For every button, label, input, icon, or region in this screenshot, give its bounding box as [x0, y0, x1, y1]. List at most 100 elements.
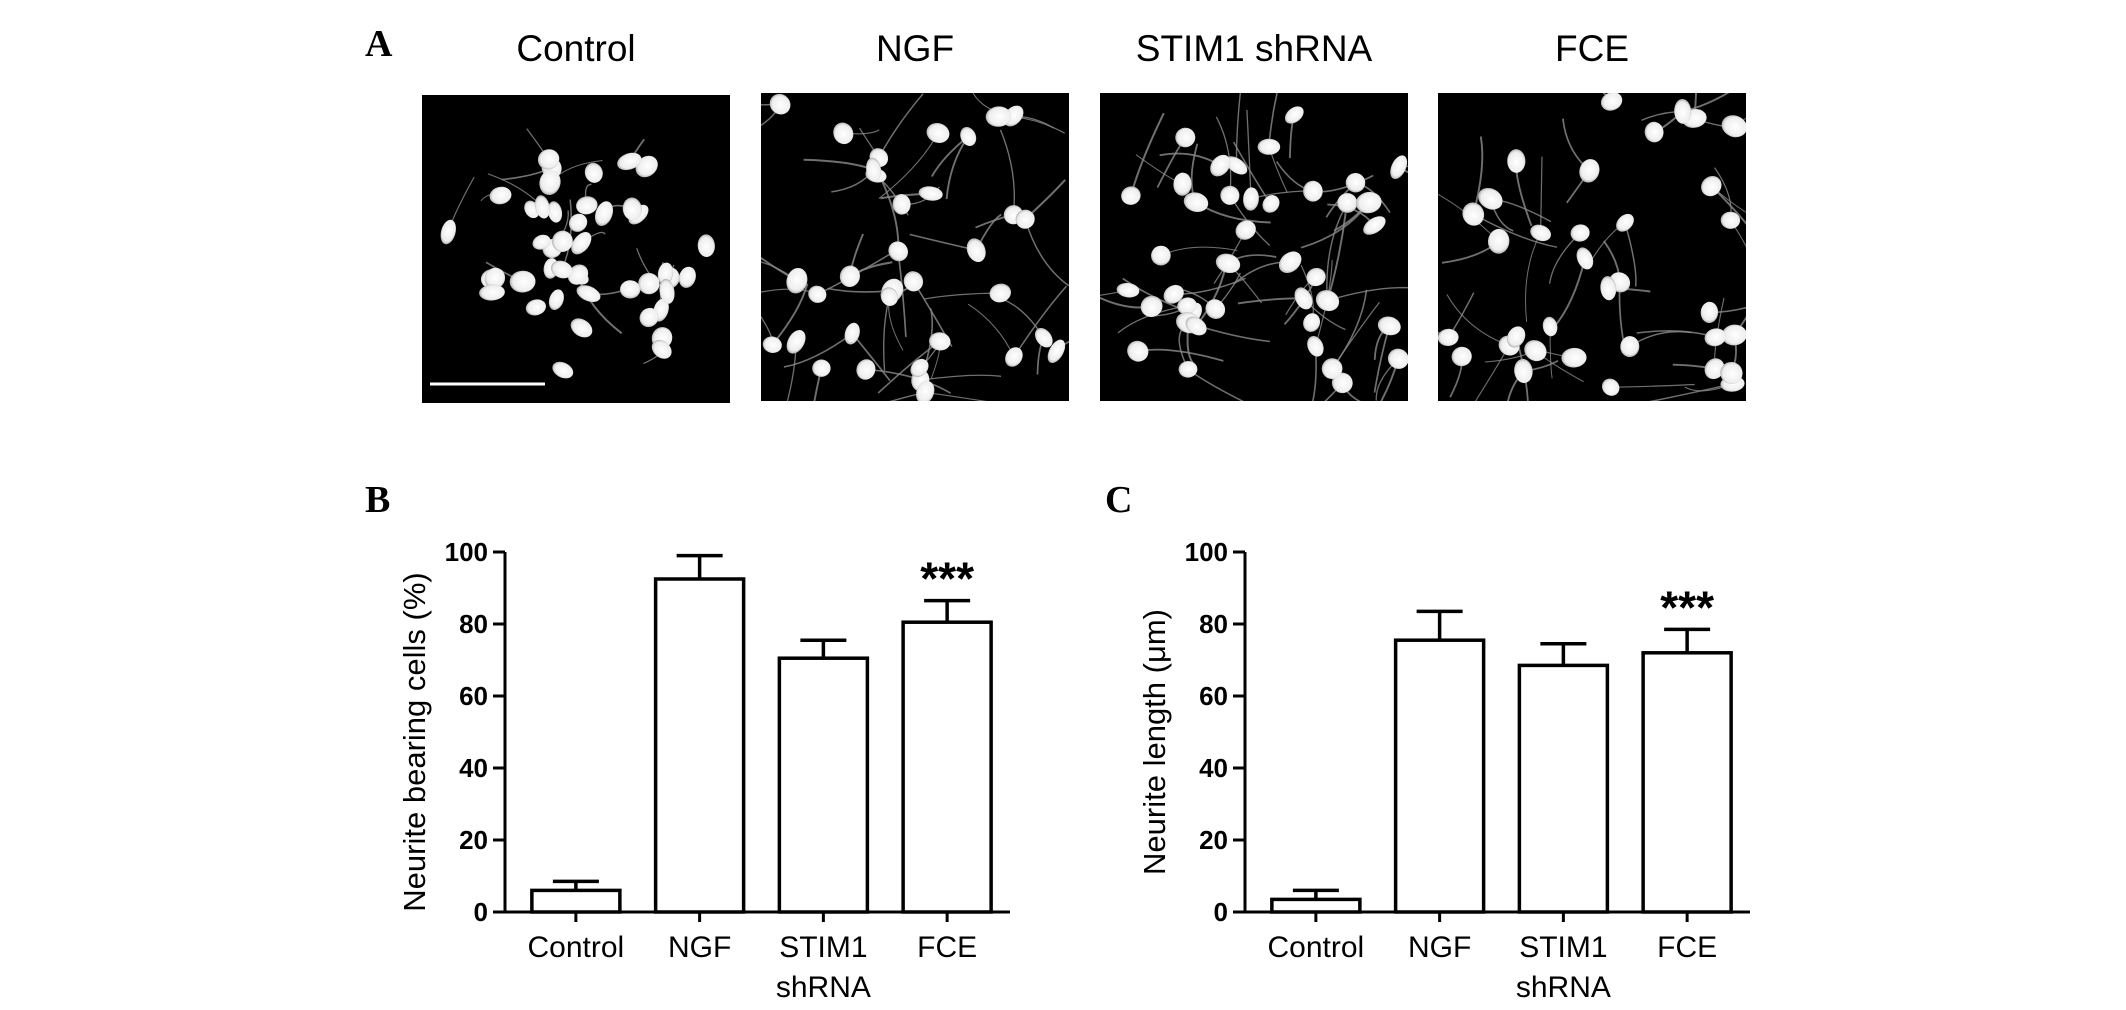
cell-body — [635, 155, 658, 178]
cell-body — [1151, 245, 1171, 266]
x-tick-label: NGF — [1408, 931, 1471, 964]
x-tick-label: FCE — [917, 931, 977, 964]
cell-body — [525, 299, 546, 316]
cell-body — [1220, 185, 1240, 205]
micrograph-stim1-shrna-image — [1100, 93, 1408, 401]
cell-body — [479, 284, 505, 301]
cell-body — [1303, 180, 1323, 202]
cell-body — [1514, 358, 1533, 384]
micrograph-ngf-image — [761, 93, 1069, 401]
cell-body — [1315, 290, 1340, 312]
cell-body — [1700, 301, 1719, 323]
y-tick-label: 40 — [1199, 753, 1228, 783]
cell-body — [1175, 127, 1196, 148]
cell-body — [786, 330, 806, 354]
cell-body — [856, 359, 876, 380]
cell-body — [576, 196, 598, 215]
cell-body — [1387, 348, 1408, 369]
cell-body — [1047, 339, 1066, 363]
y-tick-label: 40 — [459, 753, 488, 783]
bar-control — [1270, 897, 1362, 914]
bar-stim1-shrna — [777, 656, 870, 914]
cell-body — [571, 232, 592, 255]
cell-body — [552, 361, 574, 379]
cell-body — [1524, 340, 1547, 362]
cell-body — [547, 201, 563, 223]
cell-body — [1215, 253, 1241, 274]
cell-body — [1140, 295, 1163, 317]
cell-body — [1579, 159, 1600, 183]
bar-ngf — [1393, 638, 1486, 914]
cell-body — [808, 285, 827, 303]
cell-body — [762, 336, 782, 353]
cell-body — [1720, 211, 1741, 229]
chart-c-neurite-length: 0 20 40 60 80 100 Neurite length (μm) Control NG… — [1137, 537, 1750, 1004]
cell-body — [1116, 282, 1140, 298]
cell-body — [1704, 328, 1726, 347]
panel-letter-a: A — [365, 23, 393, 65]
cell-body — [537, 149, 560, 170]
cell-body — [697, 234, 715, 257]
cell-body — [1721, 324, 1746, 346]
cell-body — [534, 195, 550, 219]
cell-body — [1561, 347, 1587, 368]
cell-body — [892, 194, 911, 215]
cell-body — [1506, 326, 1526, 348]
cell-body — [1570, 224, 1590, 242]
cell-body — [1377, 316, 1401, 336]
cell-bodies — [1116, 106, 1408, 394]
cell-body — [786, 267, 808, 294]
cell-bodies — [762, 93, 1066, 401]
cell-body — [1487, 228, 1510, 254]
cell-body — [985, 106, 1012, 127]
micrograph-fce-image — [1438, 93, 1746, 401]
cell-body — [532, 234, 551, 250]
cell-body — [594, 201, 614, 226]
cell-body — [866, 157, 882, 182]
cell-body — [489, 186, 512, 205]
cell-body — [1438, 328, 1459, 347]
cell-body — [1306, 267, 1326, 287]
cell-body — [1294, 287, 1313, 310]
y-tick-label: 0 — [1214, 897, 1228, 927]
y-tick-label: 80 — [459, 609, 488, 639]
y-axis-label: Neurite length (μm) — [1137, 609, 1172, 875]
x-tick-label: Control — [528, 931, 625, 964]
cell-body — [617, 152, 642, 171]
micrograph-title-fce: FCE — [1555, 28, 1629, 69]
bar-fce — [901, 620, 993, 914]
cell-body — [1620, 336, 1640, 358]
cell-body — [1530, 224, 1551, 242]
cell-body — [1034, 327, 1053, 348]
significance-annotation: *** — [920, 553, 974, 605]
panel-letter-c: C — [1105, 479, 1133, 521]
y-tick-label: 60 — [459, 681, 488, 711]
cell-body — [960, 127, 977, 146]
cell-bodies — [440, 149, 715, 379]
micrograph-fce — [1438, 93, 1746, 401]
cell-body — [1390, 155, 1408, 180]
cell-body — [1616, 213, 1634, 232]
cell-body — [880, 287, 899, 306]
cell-body — [567, 264, 589, 285]
cell-body — [1303, 313, 1321, 332]
y-tick-label: 80 — [1199, 609, 1228, 639]
cell-body — [1243, 187, 1259, 211]
cell-body — [551, 230, 573, 252]
bar-ngf — [653, 577, 746, 914]
cell-body — [620, 280, 641, 299]
x-tick-label: Control — [1268, 931, 1365, 964]
cell-body — [966, 238, 986, 263]
cell-body — [1331, 372, 1353, 394]
bar-stim1-shrna — [1517, 663, 1610, 914]
cell-body — [1005, 347, 1023, 367]
x-tick-label: NGF — [668, 931, 731, 964]
micrograph-title-stim1-shrna: STIM1 shRNA — [1135, 28, 1373, 69]
cell-body — [678, 266, 696, 288]
cell-body — [769, 93, 791, 115]
cell-body — [1345, 172, 1366, 193]
bar-control — [530, 888, 622, 914]
cell-body — [929, 332, 951, 351]
cell-body — [1451, 346, 1472, 367]
cell-body — [1363, 216, 1386, 235]
